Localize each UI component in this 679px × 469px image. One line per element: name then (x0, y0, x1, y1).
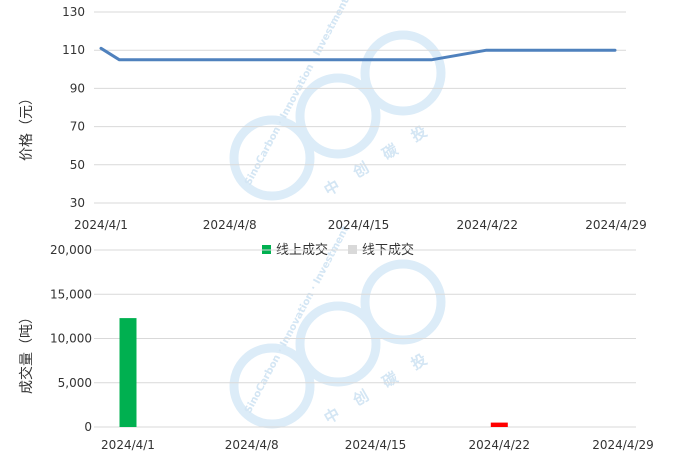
volume-gridlines (94, 249, 636, 428)
price-y-tick: 70 (70, 120, 85, 134)
watermark-text-cn-1: 中 (321, 404, 343, 427)
price-y-tick: 130 (62, 5, 85, 19)
volume-x-tick: 2024/4/29 (592, 438, 654, 452)
price-x-tick: 2024/4/8 (203, 218, 257, 232)
watermark-text-cn-3: 碳 (379, 368, 402, 392)
volume-y-tick: 0 (84, 420, 92, 434)
watermark-text-cn-2: 创 (349, 386, 372, 410)
volume-y-tick: 20,000 (50, 243, 92, 257)
watermark-ring-middle (295, 301, 381, 387)
watermark-logo-top: SinoCarbon · Innovation · Investment 中 创… (229, 0, 446, 201)
watermark-text-cn-4: 投 (408, 350, 430, 373)
watermark-text-latin: SinoCarbon · Innovation · Investment (243, 0, 352, 187)
volume-bar (119, 318, 137, 427)
watermark-ring-right (360, 259, 446, 345)
watermark-ring-left (229, 115, 315, 201)
volume-bar (490, 422, 508, 427)
price-y-axis-title: 价格（元） (19, 91, 35, 161)
price-series (99, 46, 617, 62)
price-y-tick: 30 (70, 196, 85, 210)
price-y-tick: 90 (70, 81, 85, 95)
volume-x-tick: 2024/4/1 (101, 438, 155, 452)
volume-y-tick: 5,000 (58, 376, 92, 390)
volume-x-tick: 2024/4/15 (345, 438, 407, 452)
price-x-tick: 2024/4/22 (456, 218, 518, 232)
watermark-ring-left (229, 343, 315, 429)
volume-y-axis-title: 成交量（吨） (18, 310, 35, 394)
watermark-text-cn-1: 中 (321, 176, 343, 199)
volume-x-tick-labels: 2024/4/1 2024/4/8 2024/4/15 2024/4/22 2024/4… (101, 438, 654, 452)
watermark-ring-right (360, 30, 446, 116)
volume-y-tick-labels: 0 5,000 10,000 15,000 20,000 (50, 243, 92, 434)
volume-bars (119, 318, 508, 427)
price-x-tick: 2024/4/15 (328, 218, 390, 232)
price-x-tick: 2024/4/29 (585, 218, 647, 232)
price-y-tick: 50 (70, 158, 85, 172)
price-x-tick: 2024/4/1 (74, 218, 128, 232)
volume-y-tick: 15,000 (50, 287, 92, 301)
volume-y-tick: 10,000 (50, 332, 92, 346)
price-line (99, 46, 617, 62)
volume-x-tick: 2024/4/22 (468, 438, 530, 452)
price-x-tick-labels: 2024/4/1 2024/4/8 2024/4/15 2024/4/22 2024/4… (74, 218, 647, 232)
volume-x-tick: 2024/4/8 (225, 438, 279, 452)
price-line-chart: 30 50 70 90 110 130 2024/4/1 2024/4/8 2024/4/15… (19, 5, 647, 232)
price-y-tick-labels: 30 50 70 90 110 130 (62, 5, 85, 210)
watermark-text-cn-2: 创 (349, 158, 372, 182)
watermark-text-cn-3: 碳 (379, 140, 402, 164)
price-y-tick: 110 (62, 43, 85, 57)
watermark-text-cn-4: 投 (408, 122, 430, 145)
watermark-ring-middle (295, 73, 381, 159)
